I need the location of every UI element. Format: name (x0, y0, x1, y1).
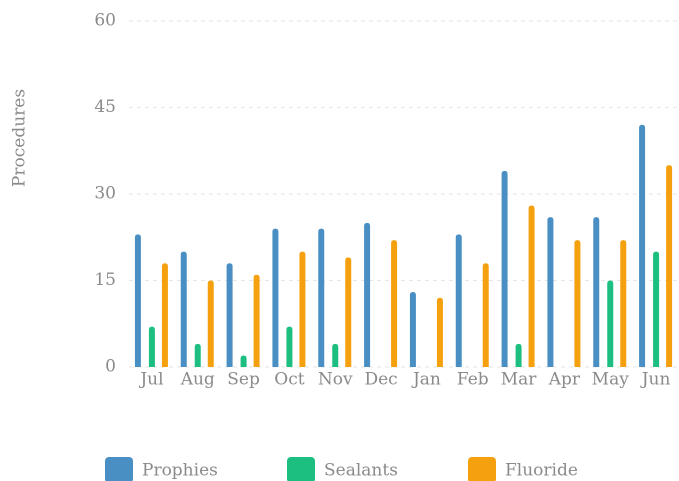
legend-swatch (105, 457, 133, 481)
bar (574, 240, 581, 367)
x-tick-label: Sep (227, 370, 260, 390)
x-tick-label: Jul (138, 370, 163, 390)
bar (253, 274, 260, 367)
y-tick-label: 0 (105, 357, 116, 377)
bar (528, 205, 535, 367)
bar (639, 124, 646, 367)
bar (482, 263, 489, 367)
bar (134, 234, 141, 367)
bar (318, 228, 325, 367)
bar (148, 326, 155, 367)
bar (501, 170, 508, 367)
y-tick-label: 30 (94, 184, 116, 204)
bar (286, 326, 293, 367)
bar (547, 217, 554, 367)
bar (161, 263, 168, 367)
x-tick-label: May (592, 370, 630, 390)
legend-swatch (468, 457, 496, 481)
x-tick-label: Aug (180, 370, 215, 390)
y-tick-label: 60 (94, 11, 116, 31)
x-tick-label: Feb (457, 370, 489, 390)
bar (515, 343, 522, 367)
legend-label: Prophies (142, 461, 218, 481)
x-tick-label: Jan (411, 370, 441, 390)
x-tick-label: Mar (501, 370, 538, 390)
bar (436, 297, 443, 367)
bar (207, 280, 214, 367)
legend-swatch (287, 457, 315, 481)
y-tick-label: 45 (94, 97, 116, 117)
y-axis-label: Procedures (10, 89, 30, 187)
bar (455, 234, 462, 367)
bar (653, 251, 660, 367)
y-tick-label: 15 (94, 270, 116, 290)
bar (593, 217, 600, 367)
x-tick-label: Jun (640, 370, 671, 390)
x-tick-label: Apr (548, 370, 581, 390)
bar (180, 251, 187, 367)
bar (666, 165, 673, 367)
bar (409, 292, 416, 367)
bar (607, 280, 614, 367)
bar (345, 257, 352, 367)
bar (620, 240, 627, 367)
x-tick-label: Dec (364, 370, 397, 390)
bar (364, 222, 371, 367)
bar (391, 240, 398, 367)
bar (226, 263, 233, 367)
bar (299, 251, 306, 367)
bar (194, 343, 201, 367)
bar (272, 228, 279, 367)
bar (332, 343, 339, 367)
legend-label: Fluoride (505, 461, 578, 481)
x-tick-label: Nov (318, 370, 353, 390)
legend-label: Sealants (324, 461, 398, 481)
x-tick-label: Oct (274, 370, 304, 390)
bar (240, 355, 247, 367)
